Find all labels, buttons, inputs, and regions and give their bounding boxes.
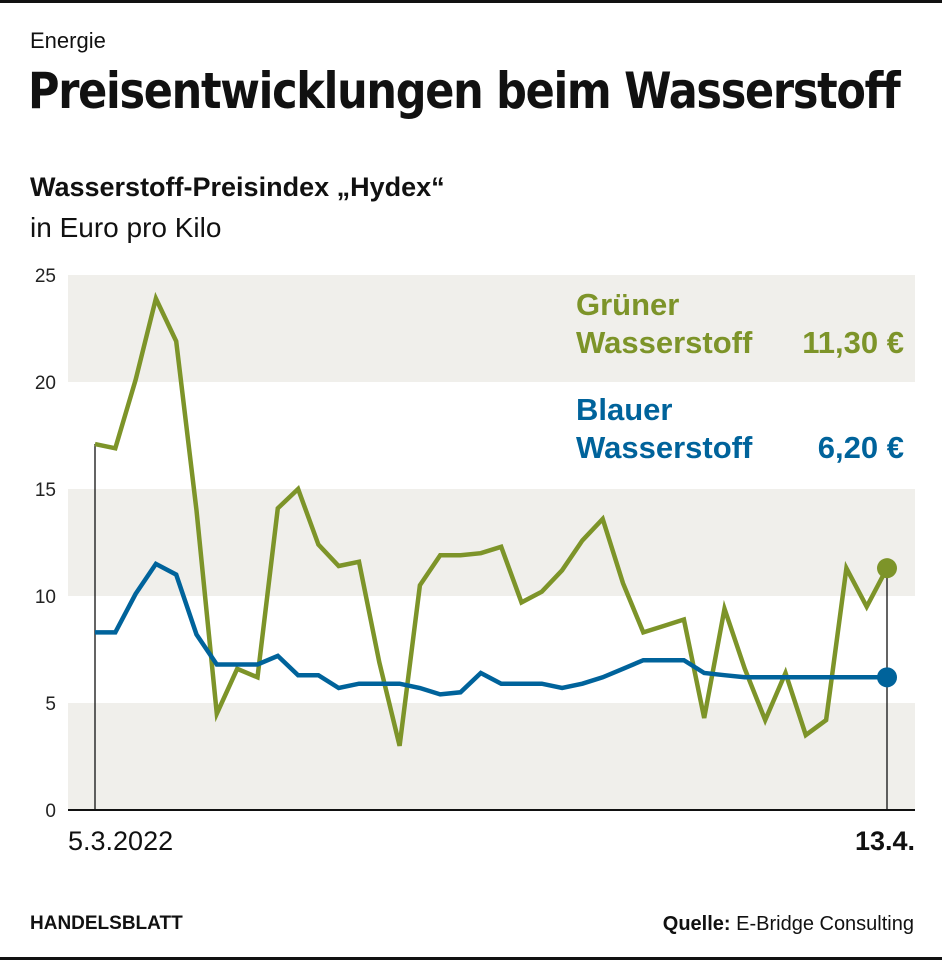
y-tick-label: 10 <box>35 587 56 608</box>
y-tick-label: 20 <box>35 373 56 394</box>
source-label: Quelle: <box>662 913 731 935</box>
end-point-green <box>877 558 897 579</box>
legend-label-line2: Wasserstoff <box>576 430 753 465</box>
source-text: E-Bridge Consulting <box>736 913 914 935</box>
chart-title: Wasserstoff-Preisindex „Hydex“ <box>30 172 445 202</box>
grid-band <box>68 703 915 810</box>
chart-subtitle: in Euro pro Kilo <box>30 212 222 243</box>
legend-last-value: 6,20 € <box>818 430 904 465</box>
legend-last-value: 11,30 € <box>802 325 904 360</box>
legend-label-line2: Wasserstoff <box>576 325 753 360</box>
grid-band <box>68 275 915 382</box>
grid-band <box>68 489 915 596</box>
legend-label-line1: Blauer <box>576 392 672 427</box>
series-line-blue <box>95 560 887 697</box>
bottom-rule <box>0 957 942 960</box>
source-note: Quelle: E-Bridge Consulting <box>663 913 914 936</box>
y-tick-label: 15 <box>35 480 56 501</box>
x-tick-label-end: 13.4. <box>855 826 915 856</box>
page-title: Preisentwicklungen beim Wasserstoff <box>28 62 901 120</box>
y-tick-label: 5 <box>45 694 56 715</box>
legend-label-line1: Grüner <box>576 287 679 322</box>
end-point-blue <box>877 667 897 688</box>
x-tick-label-start: 5.3.2022 <box>68 826 173 856</box>
y-tick-label: 25 <box>35 266 56 287</box>
y-tick-label: 0 <box>45 801 56 822</box>
top-rule <box>0 0 942 3</box>
series-line-green <box>94 291 889 747</box>
kicker: Energie <box>30 28 106 53</box>
brand-logo: HANDELSBLATT <box>30 913 183 934</box>
